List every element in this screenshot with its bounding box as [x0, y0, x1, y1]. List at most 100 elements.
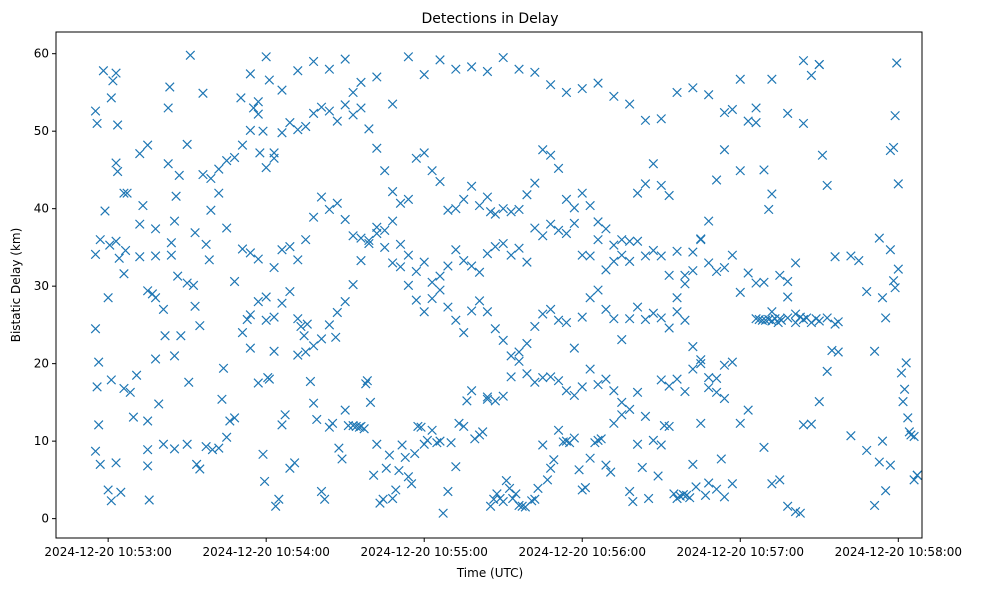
data-point [896, 368, 907, 378]
data-point [569, 218, 580, 229]
data-point [759, 442, 769, 453]
data-point [120, 245, 131, 256]
data-point [340, 405, 350, 415]
data-point [490, 209, 501, 219]
data-point [391, 485, 401, 495]
data-point [680, 315, 690, 325]
data-point [142, 416, 153, 426]
data-point [458, 327, 469, 338]
data-point [624, 99, 635, 109]
data-point [482, 248, 493, 259]
data-point [593, 78, 603, 88]
data-point [885, 460, 896, 470]
data-point [751, 313, 761, 324]
data-point [264, 75, 275, 85]
data-point [466, 306, 477, 316]
data-point [191, 459, 202, 470]
data-point [691, 482, 701, 492]
data-point [451, 245, 461, 255]
data-point [517, 501, 527, 511]
data-point [419, 148, 429, 158]
data-point [569, 390, 580, 401]
data-point [261, 162, 271, 173]
data-point [387, 99, 398, 109]
data-point [830, 251, 840, 262]
data-point [364, 238, 374, 249]
data-point [93, 420, 104, 430]
data-point [330, 332, 341, 343]
data-point [711, 266, 722, 277]
data-point [874, 233, 885, 243]
data-point [403, 194, 414, 205]
data-point [574, 465, 584, 475]
data-point [261, 315, 271, 325]
y-tick-label: 0 [41, 512, 49, 526]
data-point [413, 421, 423, 432]
data-point [438, 508, 448, 518]
data-point [880, 313, 891, 323]
data-point [466, 181, 477, 191]
data-point [269, 346, 279, 356]
data-point [545, 150, 556, 160]
data-point [274, 494, 284, 504]
data-point [869, 346, 880, 356]
data-point [379, 165, 390, 176]
data-point [90, 249, 101, 260]
data-point [624, 313, 635, 324]
data-point [316, 486, 327, 497]
data-point [561, 436, 572, 446]
data-point [624, 236, 635, 246]
data-point [332, 116, 343, 126]
data-point [542, 475, 553, 485]
data-point [775, 313, 785, 324]
data-point [498, 496, 508, 507]
data-point [150, 224, 161, 234]
data-point [364, 235, 374, 246]
data-point [798, 420, 809, 430]
data-point [530, 178, 540, 188]
data-point [372, 143, 382, 153]
data-point [427, 277, 437, 288]
data-point [365, 397, 376, 408]
x-tick-label: 2024-12-20 10:58:00 [835, 545, 962, 559]
data-point [601, 460, 611, 470]
data-point [293, 66, 303, 76]
data-point [446, 437, 456, 448]
data-point [601, 304, 611, 315]
data-point [229, 276, 240, 287]
data-point [656, 375, 666, 385]
data-point [485, 501, 496, 511]
data-point [432, 437, 442, 448]
data-point [111, 68, 121, 78]
data-point [506, 207, 516, 217]
data-point [270, 501, 281, 511]
data-point [334, 443, 344, 453]
data-point [312, 414, 322, 425]
data-point [877, 436, 888, 446]
data-point [135, 251, 145, 262]
data-point [300, 347, 311, 357]
data-point [719, 107, 730, 118]
data-point [112, 166, 123, 177]
data-point [545, 304, 556, 315]
data-point [416, 422, 426, 432]
data-point [656, 313, 666, 323]
data-point [394, 465, 404, 476]
data-point [822, 366, 832, 377]
data-point [504, 483, 515, 494]
data-point [103, 293, 113, 303]
data-point [422, 435, 433, 446]
data-point [308, 341, 319, 351]
data-point [106, 375, 117, 385]
data-point [648, 159, 659, 169]
data-point [561, 87, 572, 98]
data-point [218, 363, 229, 374]
data-point [909, 431, 919, 442]
data-point [538, 372, 548, 383]
x-tick-label: 2024-12-20 10:55:00 [360, 545, 487, 559]
data-point [609, 256, 619, 267]
data-point [490, 324, 501, 334]
data-point [545, 372, 556, 382]
data-point [593, 217, 603, 227]
data-point [656, 114, 666, 124]
